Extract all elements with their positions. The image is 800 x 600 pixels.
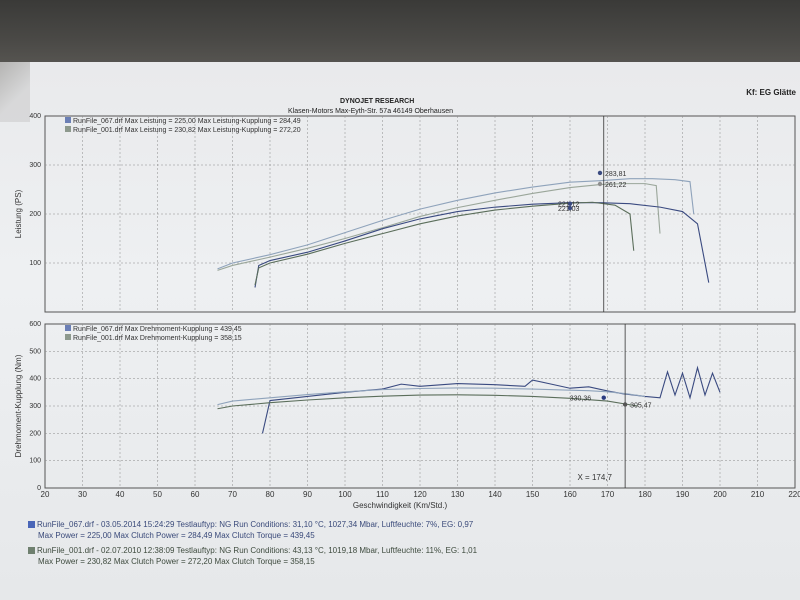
series-line-0-0	[217, 178, 695, 270]
annotation-label: 305,47	[630, 403, 652, 410]
x-tick-label: 120	[413, 490, 427, 499]
annotation-label: 283,81	[605, 171, 627, 178]
y-tick-label: 600	[29, 321, 41, 328]
series-line-0-1	[217, 183, 661, 271]
y-axis-label: Leistung (PS)	[14, 189, 23, 238]
annotation-label: 330,36	[570, 396, 592, 403]
legend-entry: RunFile_001.drf Max Leistung = 230,82 Ma…	[73, 127, 301, 134]
series-line-0-2	[254, 202, 710, 288]
footer-run1-line1: RunFile_067.drf - 03.05.2014 15:24:29 Te…	[37, 520, 474, 529]
x-tick-label: 190	[676, 490, 690, 499]
x-tick-label: 30	[78, 490, 87, 499]
legend-swatch	[65, 126, 71, 132]
x-tick-label: 20	[41, 490, 50, 499]
legend-entry: RunFile_067.drf Max Drehmoment-Kupplung …	[73, 326, 242, 333]
annotation-label: 221,12	[558, 202, 580, 209]
series-line-1-0	[261, 365, 721, 434]
corner-text: Kf: EG Glätte	[746, 88, 796, 97]
annotation-marker	[567, 205, 573, 211]
annotation-marker	[597, 181, 603, 187]
legend-swatch	[65, 334, 71, 340]
footer-run2-line2: Max Power = 230,82 Max Clutch Power = 27…	[38, 557, 315, 566]
cursor-readout: X = 174,7	[578, 473, 613, 482]
x-tick-label: 90	[303, 490, 312, 499]
run1-color-swatch	[28, 521, 35, 529]
x-tick-label: 150	[526, 490, 540, 499]
x-tick-label: 180	[638, 490, 652, 499]
annotation-marker	[601, 395, 606, 400]
x-tick-label: 80	[266, 490, 275, 499]
y-tick-label: 300	[29, 403, 41, 410]
x-tick-label: 140	[488, 490, 502, 499]
legend-swatch	[65, 325, 71, 331]
x-tick-label: 170	[601, 490, 615, 499]
x-tick-label: 160	[563, 490, 577, 499]
x-tick-label: 130	[451, 490, 465, 499]
y-tick-label: 100	[29, 458, 41, 465]
x-tick-label: 210	[751, 490, 765, 499]
footer-run2-line1: RunFile_001.drf - 02.07.2010 12:38:09 Te…	[37, 546, 478, 555]
x-tick-label: 60	[191, 490, 200, 499]
footer-run1: RunFile_067.drf - 03.05.2014 15:24:29 Te…	[28, 520, 473, 529]
series-line-1-2	[217, 394, 638, 410]
x-tick-label: 70	[228, 490, 237, 499]
annotation-marker	[622, 402, 628, 407]
company-name: DYNOJET RESEARCH	[340, 98, 415, 105]
legend-swatch	[65, 117, 71, 123]
dyno-printout-paper	[0, 62, 800, 600]
y-tick-label: 400	[29, 376, 41, 383]
x-tick-label: 40	[116, 490, 125, 499]
y-tick-label: 500	[29, 348, 41, 355]
footer-run2: RunFile_001.drf - 02.07.2010 12:38:09 Te…	[28, 546, 477, 555]
y-tick-label: 300	[29, 162, 41, 169]
annotation-marker	[597, 170, 603, 176]
y-tick-label: 400	[29, 113, 41, 120]
annotation-label: 221,03	[558, 206, 580, 213]
x-tick-label: 100	[338, 490, 352, 499]
x-tick-label: 220	[788, 490, 800, 499]
annotation-label: 261,22	[605, 182, 627, 189]
run2-color-swatch	[28, 547, 35, 555]
series-line-0-3	[254, 201, 635, 286]
legend-entry: RunFile_067.drf Max Leistung = 225,00 Ma…	[73, 118, 301, 125]
y-axis-label: Drehmoment-Kupplung (Nm)	[14, 354, 23, 457]
annotation-marker	[567, 201, 573, 206]
paper-edge	[0, 62, 30, 122]
series-line-1-1	[217, 387, 646, 406]
x-axis-label: Geschwindigkeit (Km/Std.)	[353, 501, 448, 510]
company-address: Klasen-Motors Max-Eyth-Str. 57a 46149 Ob…	[288, 108, 453, 115]
x-tick-label: 50	[153, 490, 162, 499]
legend-entry: RunFile_001.drf Max Drehmoment-Kupplung …	[73, 335, 242, 342]
y-tick-label: 200	[29, 430, 41, 437]
x-tick-label: 110	[376, 490, 389, 499]
y-tick-label: 0	[37, 485, 41, 492]
y-tick-label: 200	[29, 211, 41, 218]
footer-run1-line2: Max Power = 225,00 Max Clutch Power = 28…	[38, 531, 315, 540]
x-tick-label: 200	[713, 490, 727, 499]
y-tick-label: 100	[29, 260, 41, 267]
